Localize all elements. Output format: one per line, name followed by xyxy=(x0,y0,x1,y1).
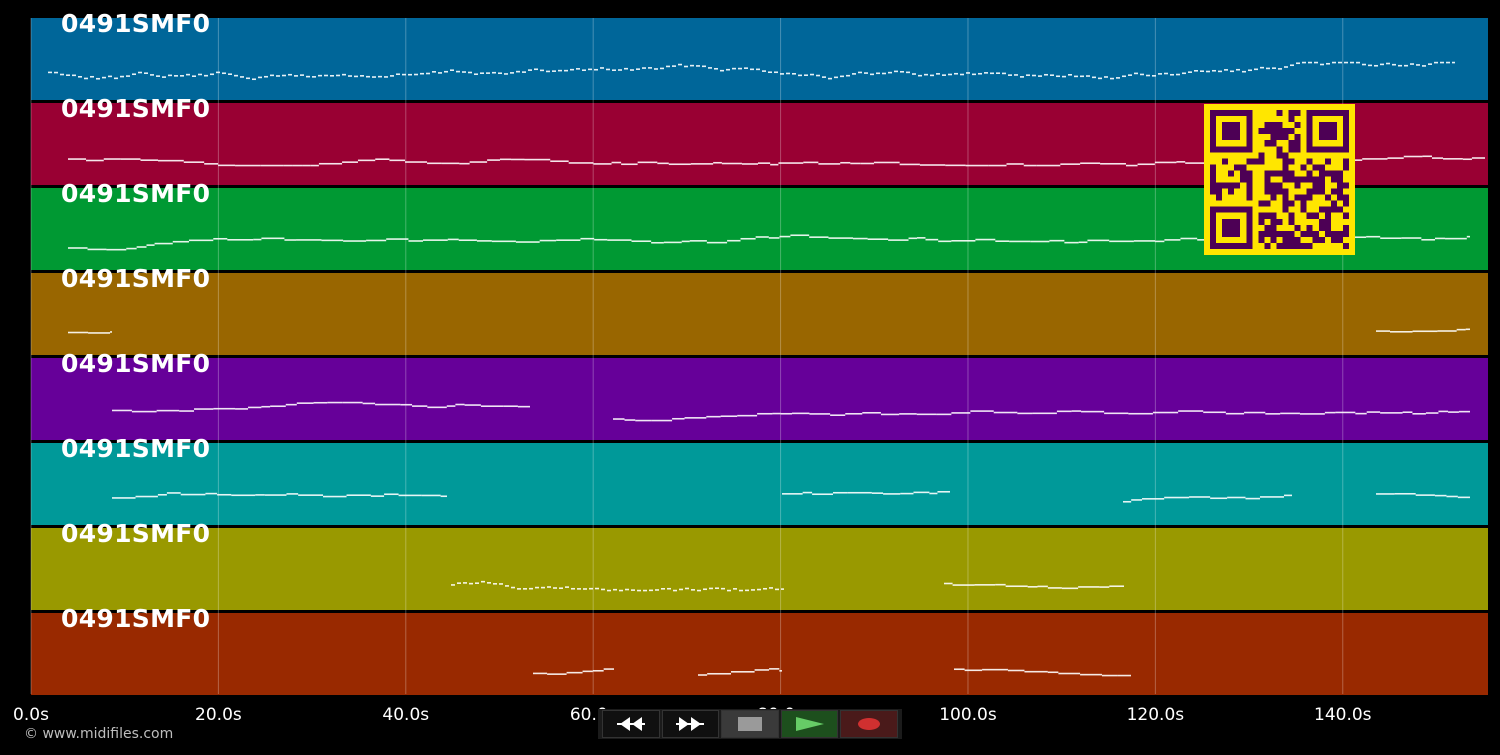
note-trace xyxy=(451,580,1124,592)
track-title: 0491SMF0 xyxy=(61,94,211,123)
track-title: 0491SMF0 xyxy=(61,264,211,293)
record-icon xyxy=(858,718,881,730)
rewind-icon xyxy=(616,717,645,731)
time-tick-label: 100.0s xyxy=(939,705,997,725)
note-trace xyxy=(48,61,1455,81)
fast-forward-icon xyxy=(676,717,705,731)
note-trace xyxy=(112,490,1470,503)
stop-icon xyxy=(737,717,762,731)
time-tick-label: 40.0s xyxy=(382,705,430,725)
fast-forward-button[interactable] xyxy=(661,710,720,738)
track-lane[interactable] xyxy=(31,443,1488,525)
track-lane[interactable] xyxy=(31,18,1488,100)
play-icon xyxy=(795,717,824,731)
track-lane[interactable] xyxy=(31,273,1488,355)
note-trace xyxy=(112,401,1470,422)
track-title: 0491SMF0 xyxy=(61,179,211,208)
note-trace xyxy=(68,328,1470,334)
track-lane[interactable] xyxy=(31,528,1488,610)
time-tick-label: 20.0s xyxy=(195,705,242,725)
stop-button[interactable] xyxy=(721,710,779,738)
time-tick-label: 120.0s xyxy=(1126,705,1185,725)
copyright-text: © www.midifiles.com xyxy=(24,726,174,742)
play-button[interactable] xyxy=(780,710,839,738)
track-title: 0491SMF0 xyxy=(61,349,211,378)
record-button[interactable] xyxy=(840,710,898,738)
track-title: 0491SMF0 xyxy=(61,434,211,463)
track-title: 0491SMF0 xyxy=(61,519,211,548)
time-tick-label: 140.0s xyxy=(1314,705,1372,725)
transport-controls xyxy=(598,709,902,739)
track-title: 0491SMF0 xyxy=(61,9,211,38)
time-tick-label: 0.0s xyxy=(13,705,49,725)
qr-code-icon xyxy=(1204,104,1355,255)
track-lane[interactable] xyxy=(31,613,1488,695)
track-title: 0491SMF0 xyxy=(61,604,211,633)
note-trace xyxy=(533,668,1131,677)
track-lane[interactable] xyxy=(31,358,1488,440)
rewind-button[interactable] xyxy=(602,710,660,738)
